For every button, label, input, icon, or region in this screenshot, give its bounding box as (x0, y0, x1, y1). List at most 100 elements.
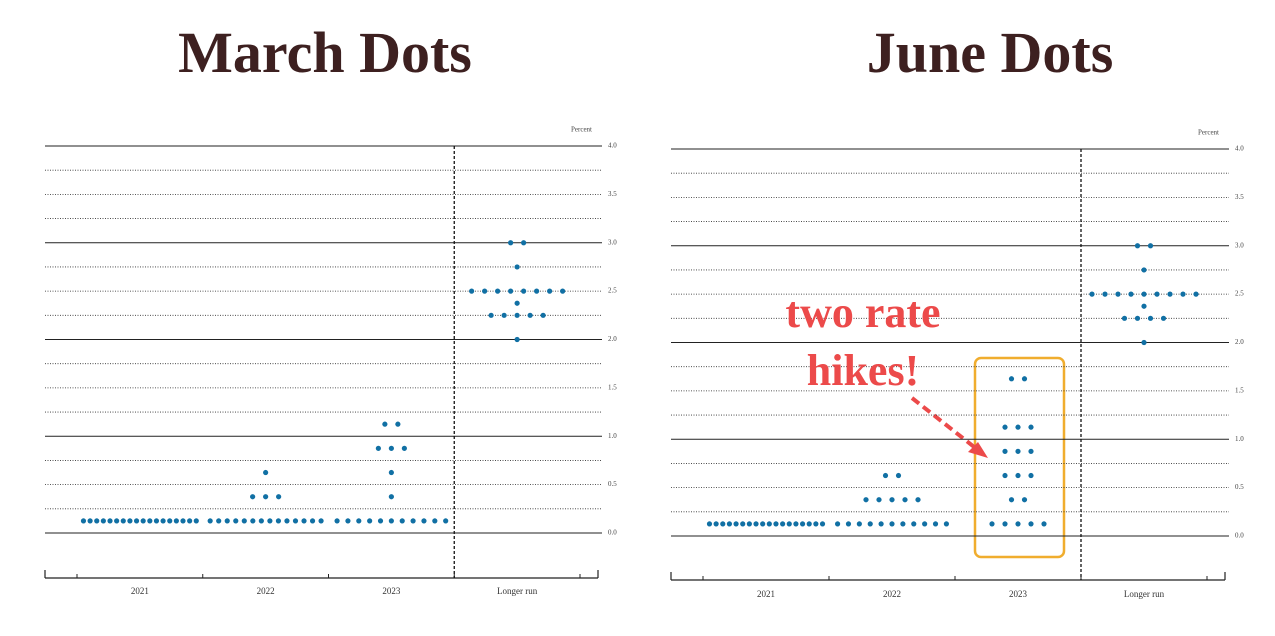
dot (514, 336, 520, 343)
dot (241, 518, 247, 524)
dot (943, 521, 950, 527)
dot (1141, 291, 1147, 297)
dot (845, 521, 852, 527)
dot (334, 518, 340, 524)
dot (250, 494, 256, 500)
dot (501, 312, 507, 318)
dot (250, 518, 256, 524)
y-axis-label: Percent (571, 126, 592, 134)
dot (267, 518, 273, 524)
dot (534, 288, 540, 294)
dot (140, 518, 146, 524)
dot (1028, 472, 1034, 479)
dot (160, 518, 166, 524)
dot (388, 469, 394, 476)
dot (1021, 497, 1028, 503)
dot (834, 521, 841, 527)
y-tick-label: 3.5 (1235, 193, 1244, 201)
dot (1015, 521, 1021, 527)
dot (1102, 291, 1108, 297)
dot (187, 518, 193, 524)
y-tick-label: 1.5 (608, 383, 617, 391)
y-tick-label: 0.5 (1235, 483, 1244, 491)
dot (1141, 303, 1147, 309)
x-tick-label: 2021 (131, 586, 149, 596)
y-tick-label: 2.5 (608, 287, 617, 295)
dot (786, 521, 792, 527)
dot (706, 521, 713, 527)
dot (399, 518, 405, 524)
dot (1021, 376, 1028, 382)
dot (388, 445, 394, 451)
y-tick-label: 1.0 (608, 432, 617, 440)
dot (382, 421, 388, 427)
dot (1041, 521, 1047, 527)
dot (989, 521, 995, 527)
dot (514, 264, 520, 270)
dot (401, 445, 407, 451)
dot (94, 518, 100, 524)
y-tick-label: 0.5 (608, 480, 617, 488)
dot (153, 518, 160, 524)
dot (508, 288, 514, 294)
dot (87, 518, 93, 524)
dot (100, 518, 106, 524)
dot (367, 518, 373, 524)
annotation: hikes! (807, 346, 919, 395)
dot (495, 288, 501, 294)
dot (799, 521, 806, 527)
dot (1008, 376, 1015, 382)
dot (1193, 291, 1199, 297)
dot (80, 518, 87, 524)
dot (173, 518, 179, 524)
dot (514, 312, 520, 318)
y-tick-label: 2.0 (1235, 338, 1244, 346)
y-tick-label: 3.0 (1235, 241, 1244, 249)
dot (263, 494, 269, 500)
dot (1154, 291, 1160, 297)
dot (882, 472, 889, 479)
x-tick-label: 2023 (1009, 589, 1028, 599)
dot (889, 521, 895, 527)
dot (1167, 291, 1173, 297)
dot (1028, 448, 1034, 454)
y-tick-label: 4.0 (1235, 145, 1244, 153)
dot (1015, 472, 1021, 479)
dot (1147, 315, 1154, 321)
dot (521, 288, 527, 294)
x-tick-label: Longer run (497, 586, 538, 596)
dot (508, 240, 514, 246)
dot (1089, 291, 1095, 297)
dot (1002, 521, 1008, 527)
dot (388, 518, 394, 524)
dot (760, 521, 766, 527)
dot (720, 521, 726, 527)
highlight-box (973, 356, 1066, 559)
dot (773, 521, 779, 527)
y-tick-label: 2.0 (608, 335, 617, 343)
dot (1134, 243, 1141, 249)
dot (876, 497, 882, 503)
dot (1141, 339, 1147, 346)
dot (133, 518, 140, 524)
dot (1002, 424, 1008, 430)
dot (377, 518, 384, 524)
dot (889, 497, 895, 503)
x-tick-label: 2023 (382, 586, 401, 596)
dot (345, 518, 351, 524)
dot (726, 521, 733, 527)
dot (318, 518, 324, 524)
dot (863, 497, 869, 503)
dot (793, 521, 799, 527)
chart-title: March Dots (178, 20, 472, 85)
dot (746, 521, 752, 527)
dot (733, 521, 739, 527)
dot (309, 518, 316, 524)
dot (740, 521, 746, 527)
dot (1141, 267, 1147, 273)
dot (766, 521, 772, 527)
dot (547, 288, 553, 294)
dot (527, 312, 533, 318)
dot (1002, 448, 1008, 454)
dot (1134, 315, 1141, 321)
